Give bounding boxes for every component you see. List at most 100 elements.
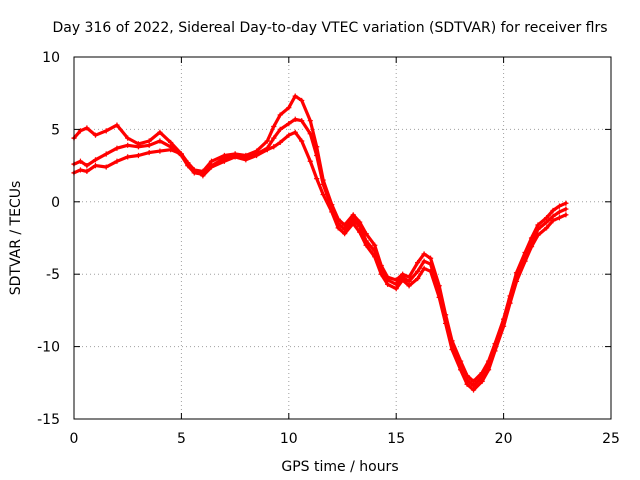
data-point — [77, 167, 84, 173]
data-point — [208, 158, 215, 164]
data-point — [421, 265, 427, 272]
data-point — [299, 138, 305, 144]
x-tick-label: 25 — [602, 431, 620, 447]
data-point — [168, 139, 174, 146]
data-point — [385, 277, 391, 283]
data-point — [243, 155, 249, 161]
data-point — [232, 151, 238, 157]
data-point — [277, 139, 283, 146]
plot-frame — [73, 56, 612, 420]
data-point — [84, 125, 90, 131]
data-point — [550, 213, 556, 219]
y-tick-labels: -15 -10 -5 0 5 10 — [37, 50, 60, 428]
data-point — [470, 387, 477, 393]
data-point — [427, 255, 434, 261]
data-point — [543, 219, 550, 225]
data-point — [135, 152, 142, 159]
data-point — [464, 381, 470, 387]
data-point — [470, 383, 477, 389]
data-point — [464, 377, 470, 383]
data-point — [277, 112, 283, 118]
y-tick-label: 10 — [42, 50, 60, 66]
data-point — [125, 135, 131, 141]
data-point — [415, 275, 421, 282]
y-tick-label: 5 — [51, 122, 60, 138]
data-point — [400, 274, 406, 280]
data-point — [286, 121, 292, 127]
data-point — [543, 225, 550, 231]
data-point — [479, 378, 485, 384]
data-point — [92, 132, 99, 138]
data-point — [253, 151, 260, 157]
x-tick-label: 5 — [177, 431, 186, 447]
data-point — [385, 281, 391, 287]
data-point — [84, 168, 90, 174]
y-tick-label: -15 — [37, 412, 60, 428]
data-point — [421, 251, 427, 257]
y-axis-label: SDTVAR / TECUs — [8, 181, 24, 296]
data-point — [479, 374, 485, 380]
data-point — [329, 204, 335, 211]
data-point — [314, 176, 320, 182]
data-point — [563, 206, 569, 212]
data-point — [114, 145, 120, 151]
data-point — [264, 138, 270, 144]
data-point — [292, 93, 298, 99]
data-point — [271, 135, 277, 141]
data-point — [357, 223, 363, 230]
x-tick-label: 0 — [70, 431, 79, 447]
data-point — [563, 212, 569, 218]
data-point — [556, 203, 563, 209]
data-point — [507, 296, 513, 302]
data-point — [114, 122, 120, 128]
data-point — [286, 132, 292, 138]
series-trace-c — [71, 116, 569, 389]
data-point — [299, 118, 305, 124]
data-point — [320, 191, 326, 198]
x-tick-label: 10 — [280, 431, 298, 447]
data-point — [103, 151, 109, 157]
data-point — [320, 181, 326, 188]
data-point — [415, 260, 421, 266]
data-point — [443, 316, 449, 322]
data-series — [71, 93, 569, 393]
data-point — [522, 254, 528, 260]
data-point — [393, 281, 399, 287]
data-point — [77, 128, 84, 134]
series-trace-b — [71, 93, 569, 384]
data-point — [427, 261, 434, 267]
data-point — [125, 142, 131, 148]
data-point — [350, 212, 356, 218]
data-point — [168, 144, 174, 150]
axis-ticks — [73, 56, 612, 420]
data-point — [335, 225, 341, 231]
y-tick-label: -5 — [46, 267, 60, 283]
x-tick-label: 20 — [495, 431, 513, 447]
data-point — [77, 158, 84, 164]
data-point — [125, 154, 131, 160]
data-point — [277, 126, 283, 132]
data-point — [556, 215, 563, 221]
data-point — [563, 200, 569, 206]
y-tick-label: 0 — [51, 195, 60, 211]
data-point — [299, 97, 305, 104]
data-point — [92, 163, 99, 169]
data-point — [556, 209, 563, 215]
data-point — [271, 144, 277, 150]
data-point — [406, 278, 412, 285]
data-point — [535, 226, 541, 232]
data-point — [393, 286, 399, 292]
data-point — [513, 274, 520, 280]
chart-title: Day 316 of 2022, Sidereal Day-to-day VTE… — [52, 20, 607, 36]
grid-lines — [74, 57, 611, 419]
data-point — [292, 129, 298, 135]
data-point — [146, 149, 152, 156]
data-point — [421, 258, 427, 264]
data-point — [372, 242, 378, 248]
data-point — [470, 378, 477, 384]
data-point — [550, 218, 556, 224]
data-point — [543, 215, 550, 221]
data-point — [191, 167, 197, 173]
data-point — [264, 145, 270, 151]
